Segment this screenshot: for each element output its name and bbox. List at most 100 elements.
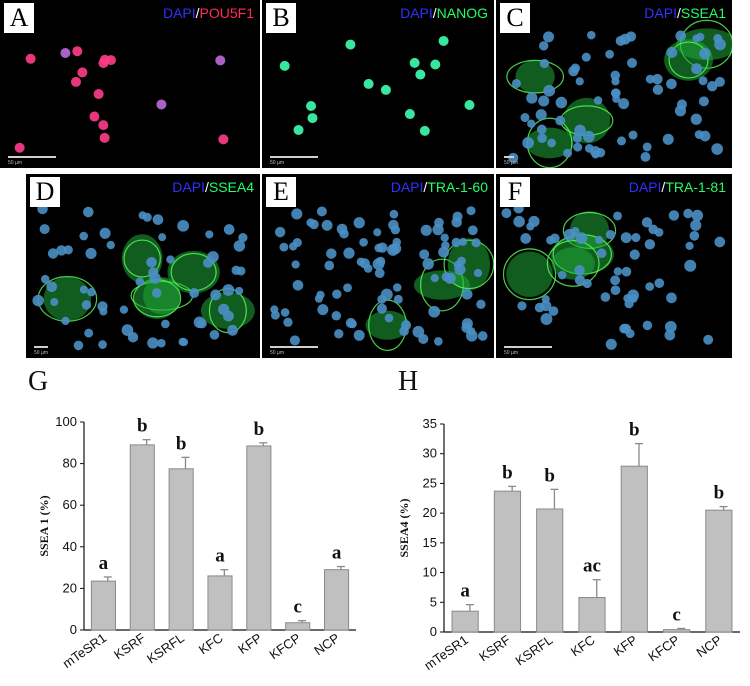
stain-marker: TRA-1-60 <box>427 179 488 195</box>
y-tick-label: 15 <box>423 535 437 550</box>
significance-label: a <box>332 543 342 564</box>
micrograph-panel-c: C DAPI/SSEA1 50 µm <box>496 0 732 168</box>
category-label: NCP <box>311 630 342 658</box>
scale-bar <box>8 156 56 158</box>
category-label: mTeSR1 <box>421 632 470 673</box>
bar <box>578 597 606 633</box>
cell-image-a <box>14 46 229 153</box>
significance-label: ac <box>583 556 601 577</box>
significance-label: c <box>672 604 680 625</box>
cell-image-b <box>279 35 475 136</box>
y-tick-label: 25 <box>423 475 437 490</box>
stain-marker: TRA-1-81 <box>665 179 726 195</box>
cell-image-d <box>32 203 255 351</box>
cell-image-e <box>270 206 494 351</box>
scale-label: 50 µm <box>504 350 518 356</box>
category-label: KFC <box>568 632 598 659</box>
stain-marker: NANOG <box>436 5 488 21</box>
y-axis-label: SSEA4 (%) <box>397 498 411 557</box>
y-tick-label: 20 <box>63 580 77 595</box>
micrograph-panel-e: E DAPI/TRA-1-60 50 µm <box>262 174 494 358</box>
stain-label: DAPI/SSEA1 <box>644 5 726 21</box>
cell-image-c <box>506 19 732 168</box>
scale-bar <box>270 156 318 158</box>
scale-label: 50 µm <box>34 350 48 356</box>
scale-label: 50 µm <box>270 160 284 166</box>
panel-letter: C <box>500 3 530 33</box>
significance-label: a <box>460 581 470 602</box>
y-tick-label: 0 <box>430 624 437 639</box>
y-tick-label: 60 <box>63 497 77 512</box>
scale-bar <box>34 346 48 348</box>
bar <box>620 465 648 633</box>
category-label: KSRF <box>111 630 148 662</box>
category-label: mTeSR1 <box>60 630 109 671</box>
stain-label: DAPI/POU5F1 <box>162 5 254 21</box>
bar <box>536 508 564 633</box>
stain-marker: SSEA4 <box>208 179 254 195</box>
y-tick-label: 10 <box>423 565 437 580</box>
micrograph-panel-b: B DAPI/NANOG 50 µm <box>262 0 494 168</box>
panel-letter: D <box>30 177 60 207</box>
significance-label: b <box>714 483 725 504</box>
stain-dapi: DAPI <box>628 179 662 195</box>
stain-marker: POU5F1 <box>199 5 254 21</box>
stain-dapi: DAPI <box>162 5 196 21</box>
bar <box>493 490 522 633</box>
bar <box>129 444 155 631</box>
y-axis-label: SSEA 1 (%) <box>37 495 51 556</box>
stain-label: DAPI/TRA-1-60 <box>390 179 488 195</box>
bar <box>662 629 691 633</box>
category-label: KFC <box>196 630 226 657</box>
significance-label: b <box>629 420 640 441</box>
category-label: KFP <box>611 632 640 659</box>
bar <box>285 622 311 631</box>
y-tick-label: 80 <box>63 456 77 471</box>
scale-bar <box>504 156 514 158</box>
significance-label: b <box>544 465 555 486</box>
category-label: KFCP <box>645 632 682 664</box>
significance-label: a <box>99 553 109 574</box>
bar <box>168 468 194 631</box>
scale-label: 50 µm <box>504 160 518 166</box>
micrograph-panel-f: F DAPI/TRA-1-81 50 µm <box>496 174 732 358</box>
stain-marker: SSEA1 <box>680 5 726 21</box>
significance-label: b <box>176 433 187 454</box>
category-label: KSRFL <box>144 630 187 666</box>
panel-letter: F <box>500 177 530 207</box>
y-tick-label: 5 <box>430 594 437 609</box>
micrograph-panel-a: A DAPI/POU5F1 50 µm <box>0 0 260 168</box>
y-tick-label: 0 <box>70 622 77 637</box>
bar <box>246 445 272 631</box>
y-tick-label: 35 <box>423 416 437 431</box>
stain-dapi: DAPI <box>644 5 677 21</box>
y-tick-label: 100 <box>55 414 77 429</box>
category-label: KFCP <box>266 630 303 662</box>
y-tick-label: 40 <box>63 539 77 554</box>
scale-label: 50 µm <box>270 350 284 356</box>
significance-label: a <box>215 546 225 567</box>
significance-label: b <box>137 416 148 437</box>
significance-label: b <box>254 419 265 440</box>
panel-letter: E <box>266 177 296 207</box>
scale-bar <box>270 346 318 348</box>
stain-label: DAPI/TRA-1-81 <box>628 179 726 195</box>
y-tick-label: 20 <box>423 505 437 520</box>
stain-dapi: DAPI <box>400 5 433 21</box>
stain-dapi: DAPI <box>390 179 424 195</box>
bar <box>90 580 116 631</box>
bar <box>705 509 733 633</box>
chart-letter-g: G <box>28 366 49 397</box>
category-label: NCP <box>693 632 724 660</box>
y-tick-label: 30 <box>423 446 437 461</box>
category-label: KSRF <box>476 632 513 664</box>
bar <box>324 569 350 631</box>
bar <box>207 575 233 631</box>
category-label: KFP <box>235 630 264 657</box>
stain-label: DAPI/SSEA4 <box>172 179 254 195</box>
significance-label: c <box>293 597 301 618</box>
stain-label: DAPI/NANOG <box>400 5 488 21</box>
panel-letter: A <box>4 3 34 33</box>
chart-letter-h: H <box>398 366 419 397</box>
significance-label: b <box>502 462 513 483</box>
